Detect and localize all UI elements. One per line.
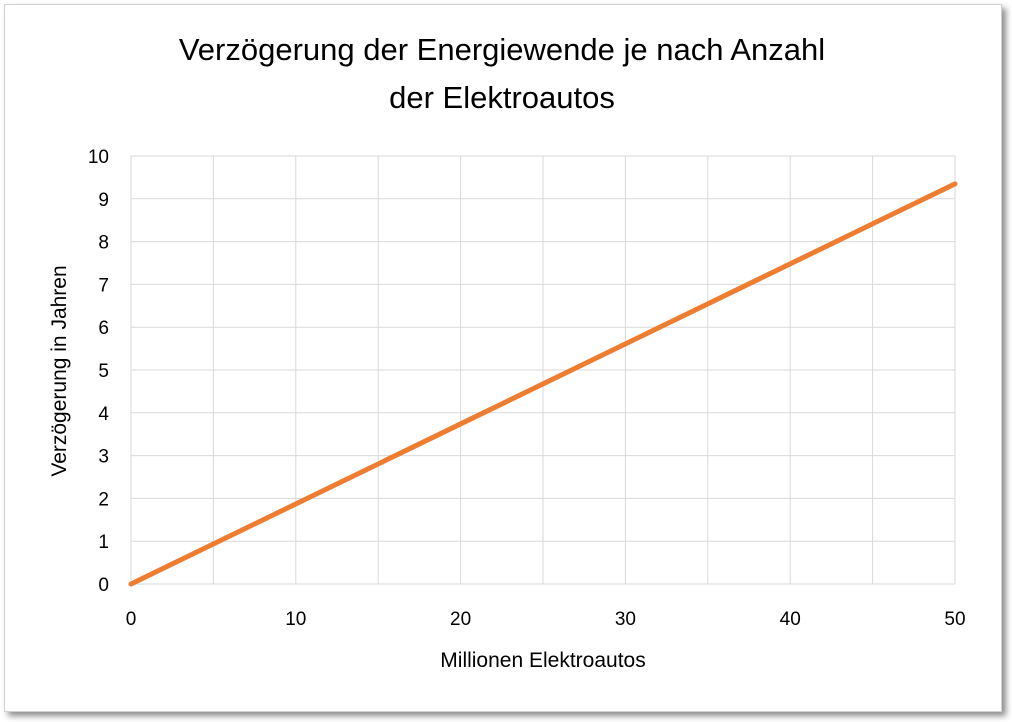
x-tick-label: 10 <box>285 609 306 630</box>
y-tick-label: 5 <box>98 361 109 382</box>
x-tick-label: 20 <box>450 609 471 630</box>
y-tick-label: 1 <box>98 532 109 553</box>
series-line <box>128 181 958 587</box>
x-tick-label: 40 <box>780 609 801 630</box>
y-tick-label: 3 <box>98 447 109 468</box>
x-tick-label: 30 <box>615 609 636 630</box>
tick-label-layer: 0 1 2 3 4 5 6 7 8 9 10 0 10 20 30 40 50 <box>88 147 966 630</box>
y-tick-label: 6 <box>98 318 109 339</box>
y-tick-label: 4 <box>98 404 109 425</box>
y-tick-label: 0 <box>98 575 109 596</box>
x-tick-label: 50 <box>944 609 965 630</box>
y-tick-label: 2 <box>98 489 109 510</box>
y-tick-label: 9 <box>98 190 109 211</box>
x-axis-label: Millionen Elektroautos <box>440 649 645 672</box>
y-axis-label: Verzögerung in Jahren <box>48 265 71 476</box>
y-tick-label: 10 <box>88 147 109 168</box>
chart-title-line-1: Verzögerung der Energiewende je nach Anz… <box>178 32 826 67</box>
x-tick-label: 0 <box>126 609 137 630</box>
series-layer <box>128 181 958 587</box>
grid-layer <box>130 155 956 585</box>
y-tick-label: 7 <box>98 275 109 296</box>
y-tick-label: 8 <box>98 233 109 254</box>
chart-title-line-2: der Elektroautos <box>389 80 615 115</box>
chart-title: Verzögerung der Energiewende je nach Anz… <box>0 26 1004 122</box>
chart-frame <box>4 4 1002 712</box>
